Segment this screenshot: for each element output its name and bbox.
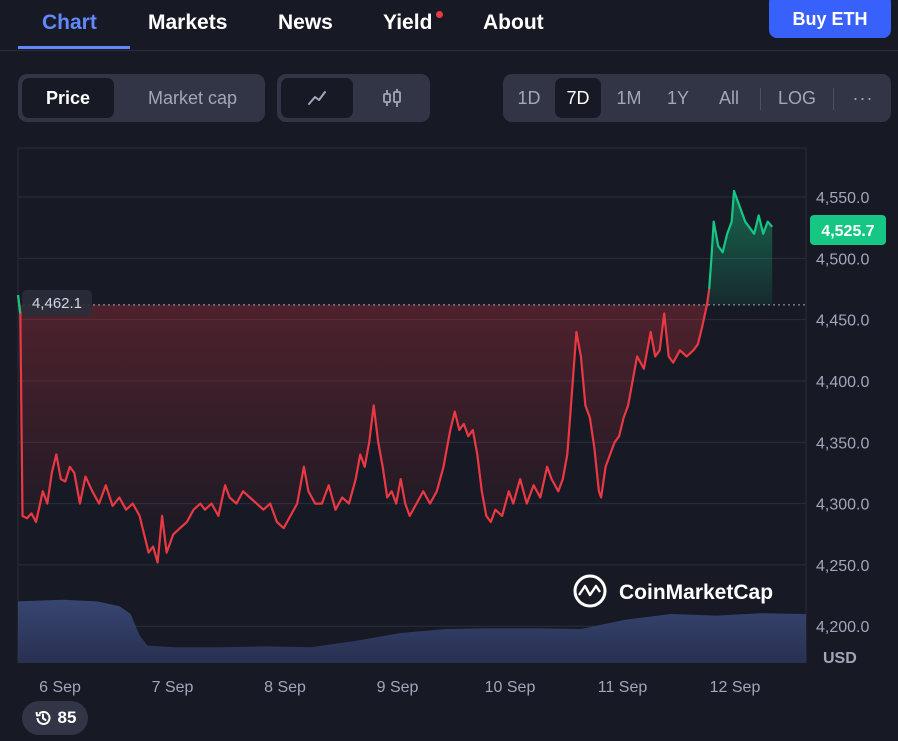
- x-axis: 6 Sep 7 Sep 8 Sep 9 Sep 10 Sep 11 Sep 12 Sep: [39, 679, 760, 696]
- yield-notification-dot: [436, 11, 443, 18]
- history-clock-icon: [35, 711, 51, 725]
- tab-chart[interactable]: Chart: [42, 11, 97, 34]
- tab-about[interactable]: About: [483, 11, 544, 34]
- price-line-below-open: [16, 288, 711, 564]
- history-count: 85: [57, 708, 77, 727]
- candlestick-icon: [382, 89, 401, 107]
- x-tick-label: 6 Sep: [39, 679, 81, 696]
- open-price-label: 4,462.1: [32, 295, 82, 312]
- watermark-text: CoinMarketCap: [619, 581, 773, 604]
- buy-eth-button[interactable]: Buy ETH: [769, 0, 891, 38]
- market-cap-toggle-button[interactable]: Market cap: [147, 87, 238, 108]
- candlestick-chart-button[interactable]: [357, 78, 426, 118]
- coinmarketcap-logo-icon: [573, 574, 607, 608]
- x-tick-label: 7 Sep: [152, 679, 194, 696]
- y-tick-label: 4,400.0: [816, 374, 869, 391]
- line-chart-icon: [308, 91, 326, 105]
- price-below-open-area: [18, 289, 710, 563]
- current-price-tag: 4,525.7: [810, 215, 886, 245]
- open-price-tag: 4,462.1: [22, 290, 92, 316]
- x-tick-label: 8 Sep: [264, 679, 306, 696]
- active-tab-indicator: [18, 46, 130, 49]
- range-all-button[interactable]: All: [718, 87, 739, 108]
- range-1y-button[interactable]: 1Y: [666, 87, 690, 108]
- x-tick-label: 12 Sep: [710, 679, 761, 696]
- history-button[interactable]: 85: [22, 701, 88, 735]
- y-tick-label: 4,300.0: [816, 497, 869, 514]
- y-tick-label: 4,500.0: [816, 251, 869, 268]
- range-divider: [760, 88, 761, 110]
- line-chart-button[interactable]: [281, 78, 353, 118]
- volume-area: [18, 599, 806, 663]
- metric-toggle: Price Market cap: [18, 74, 265, 122]
- price-line-start: [16, 294, 22, 314]
- price-toggle-button[interactable]: Price: [22, 78, 114, 118]
- y-tick-label: 4,250.0: [816, 558, 869, 575]
- range-1m-button[interactable]: 1M: [616, 87, 642, 108]
- tab-markets[interactable]: Markets: [148, 11, 228, 34]
- price-line-above-open: [708, 189, 774, 290]
- log-scale-button[interactable]: LOG: [777, 87, 816, 108]
- price-chart[interactable]: 4,550.0 4,500.0 4,450.0 4,400.0 4,350.0 4,300…: [0, 140, 898, 700]
- x-tick-label: 11 Sep: [598, 679, 648, 696]
- chart-style-toggle: [277, 74, 430, 122]
- y-unit-label: USD: [823, 650, 857, 667]
- price-above-open-area: [709, 190, 773, 305]
- more-divider: [833, 88, 834, 110]
- top-nav: Chart Markets News Yield About Buy ETH: [0, 0, 898, 51]
- tab-yield[interactable]: Yield: [383, 11, 433, 34]
- time-range-selector: 1D 7D 1M 1Y All LOG ···: [503, 74, 891, 122]
- range-7d-button[interactable]: 7D: [555, 78, 601, 118]
- tab-news[interactable]: News: [278, 11, 333, 34]
- x-tick-label: 9 Sep: [377, 679, 419, 696]
- y-tick-label: 4,550.0: [816, 190, 869, 207]
- y-tick-label: 4,450.0: [816, 313, 869, 330]
- y-tick-label: 4,200.0: [816, 619, 869, 636]
- current-price-label: 4,525.7: [821, 223, 874, 240]
- y-axis: 4,550.0 4,500.0 4,450.0 4,400.0 4,350.0 4,300…: [816, 190, 869, 667]
- y-tick-label: 4,350.0: [816, 435, 869, 452]
- more-options-button[interactable]: ···: [852, 87, 874, 108]
- coinmarketcap-watermark: CoinMarketCap: [573, 574, 773, 608]
- range-1d-button[interactable]: 1D: [517, 87, 541, 108]
- x-tick-label: 10 Sep: [485, 679, 536, 696]
